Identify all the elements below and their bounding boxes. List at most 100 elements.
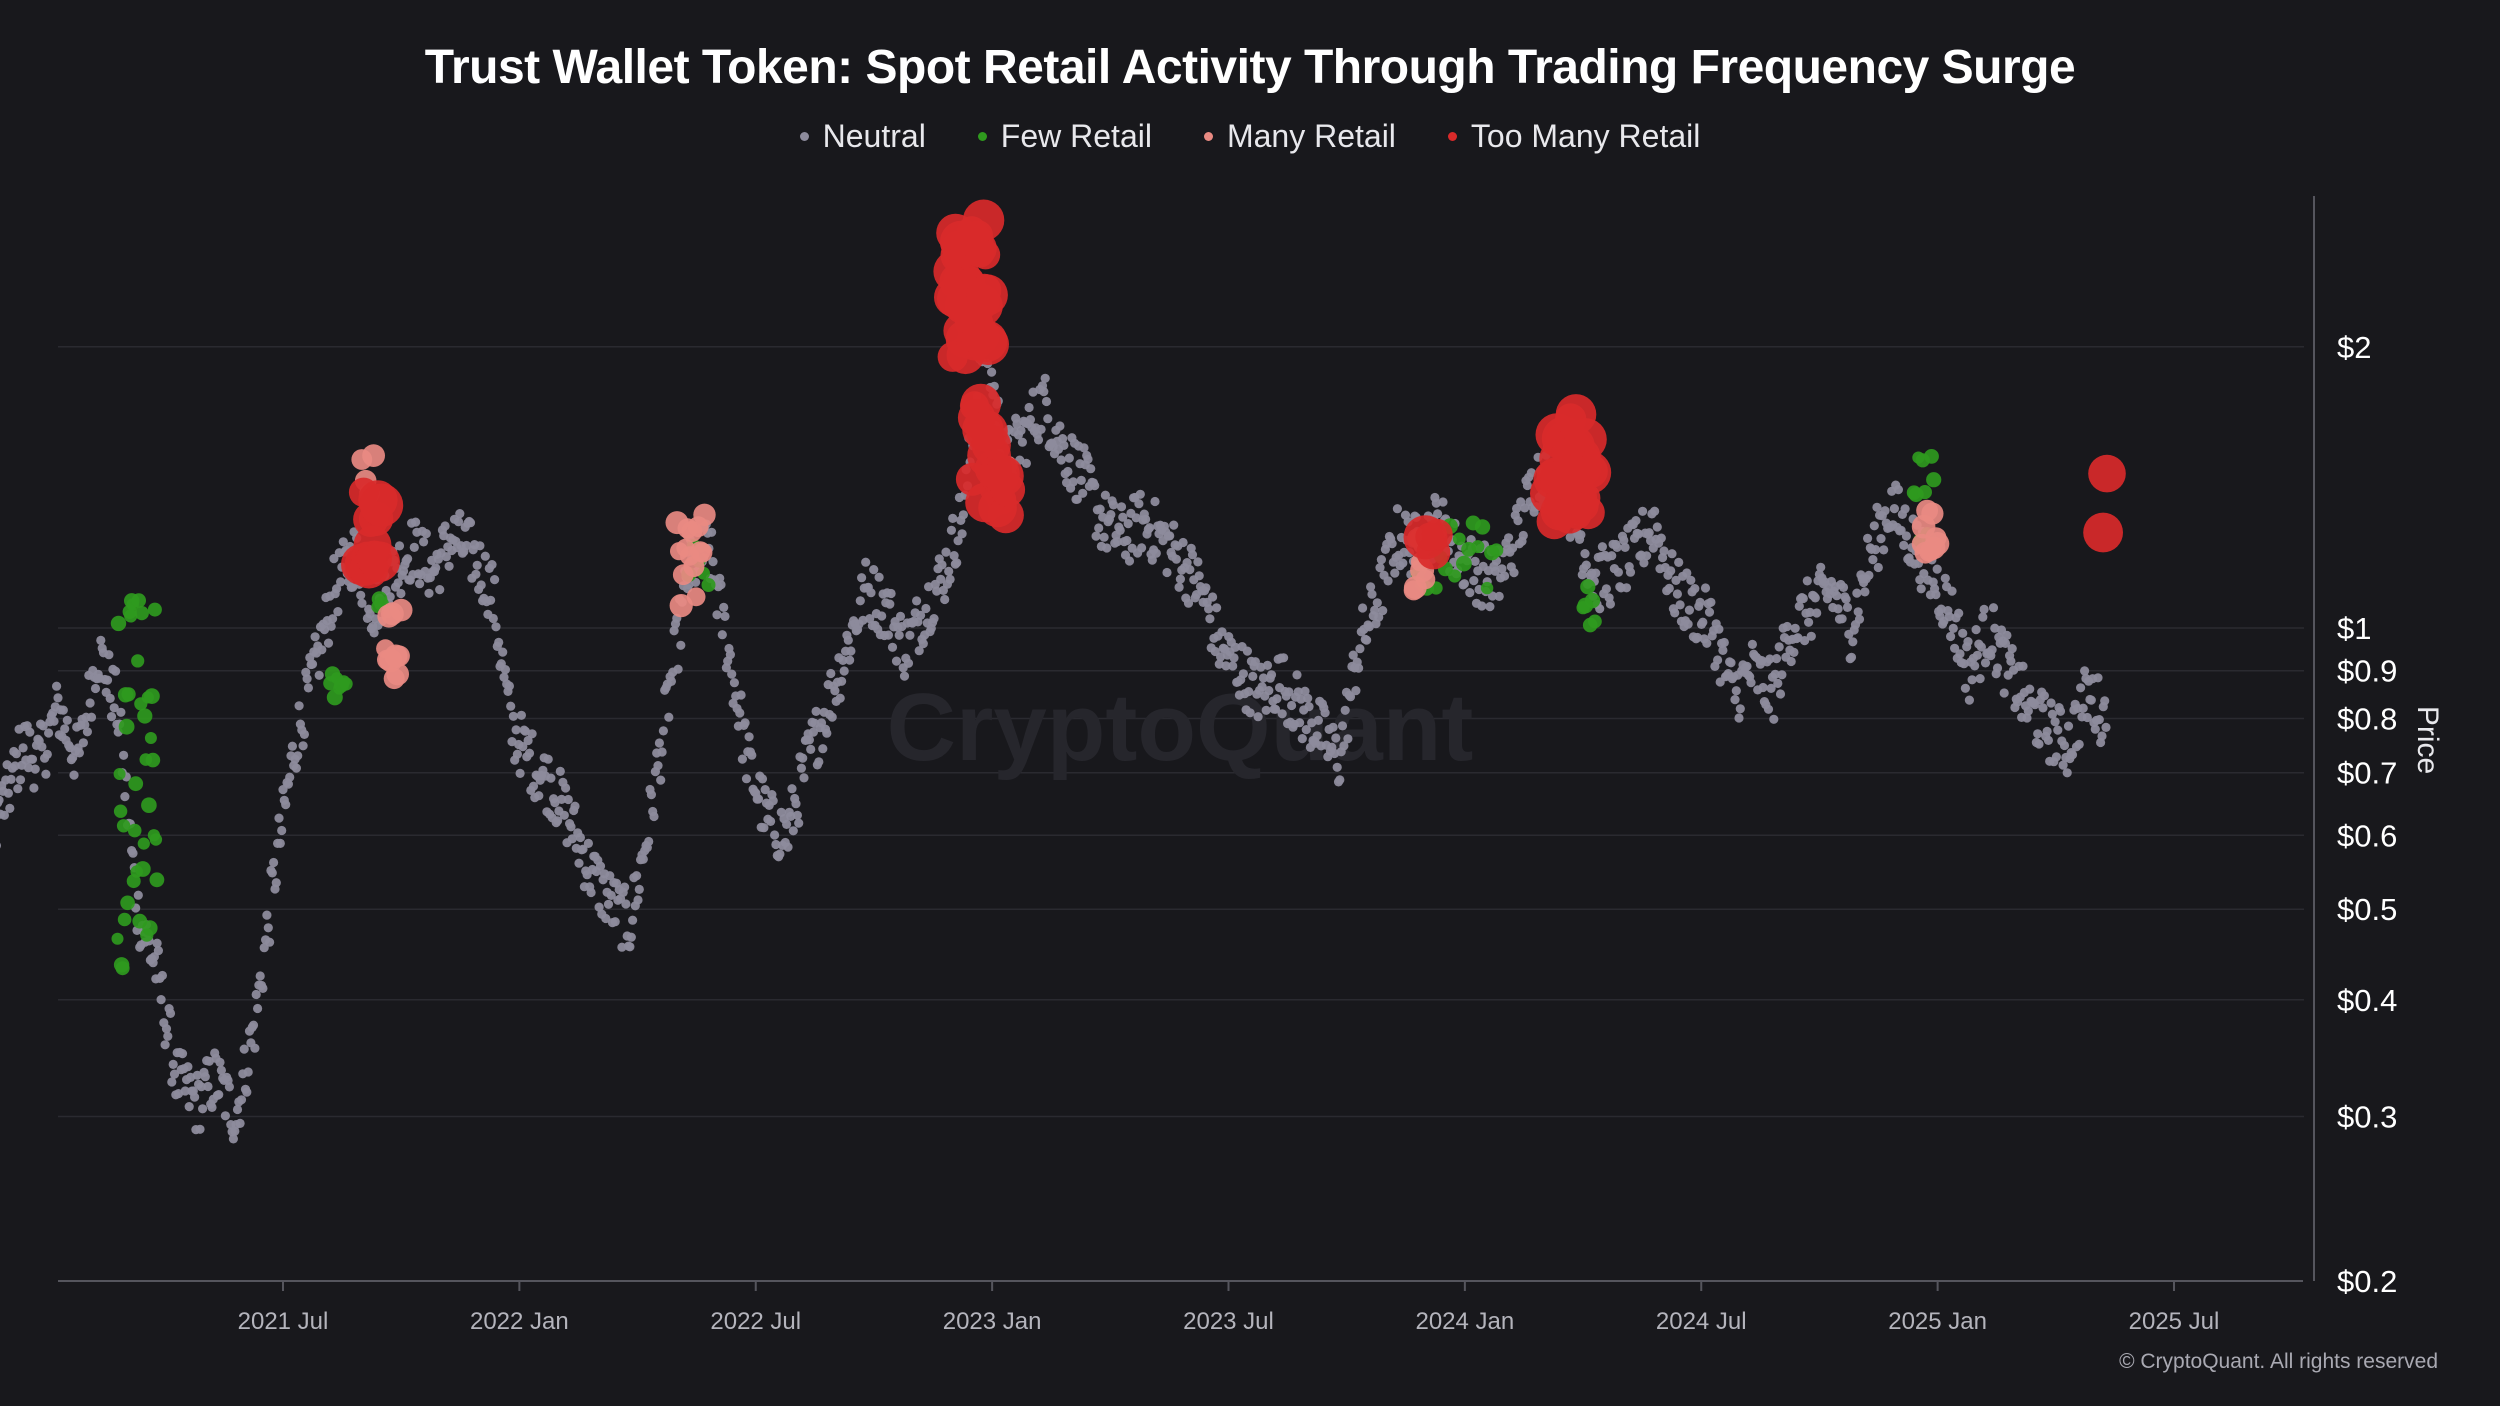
neutral-point [1438, 497, 1448, 507]
neutral-point [1201, 583, 1211, 593]
neutral-point [1331, 733, 1341, 743]
legend-item-many-retail[interactable]: Many Retail [1203, 118, 1396, 155]
neutral-point [782, 819, 792, 830]
neutral-point [523, 735, 533, 746]
neutral-point [903, 658, 914, 668]
too-many-retail-point [987, 496, 1024, 534]
neutral-point [620, 882, 630, 892]
neutral-point [1612, 542, 1622, 553]
neutral-point [940, 594, 950, 605]
neutral-point [1607, 551, 1617, 561]
neutral-point [1230, 642, 1240, 652]
neutral-point [1812, 608, 1822, 618]
neutral-point [196, 1082, 206, 1092]
neutral-point [1095, 504, 1105, 514]
neutral-point [2093, 673, 2103, 683]
neutral-point [515, 768, 525, 779]
x-tick-label: 2025 Jul [2129, 1308, 2220, 1335]
neutral-point [845, 655, 855, 665]
neutral-point [2100, 696, 2110, 706]
neutral-point [385, 592, 395, 602]
neutral-point [1704, 607, 1715, 617]
neutral-point [1876, 534, 1886, 544]
neutral-point [1433, 509, 1443, 519]
legend-item-too-many-retail[interactable]: Too Many Retail [1447, 118, 1701, 155]
too-many-retail-point [359, 483, 404, 527]
neutral-point [2042, 726, 2052, 737]
legend-item-neutral[interactable]: Neutral [799, 118, 926, 155]
neutral-point [104, 650, 114, 660]
neutral-point [1684, 605, 1694, 615]
neutral-point [287, 741, 297, 751]
neutral-point [944, 566, 954, 577]
neutral-point [708, 557, 718, 567]
neutral-point [168, 1059, 178, 1069]
neutral-point [1337, 721, 1348, 731]
neutral-point [0, 810, 9, 820]
neutral-point [838, 655, 848, 666]
neutral-point [328, 614, 338, 624]
few-retail-point [1580, 579, 1596, 595]
neutral-point [190, 1092, 200, 1102]
neutral-point [1631, 516, 1641, 526]
few-retail-point [339, 677, 353, 691]
y-tick-label: $2 [2337, 330, 2371, 365]
neutral-point [583, 838, 594, 849]
too-many-retail-point [1421, 518, 1453, 550]
neutral-point [369, 628, 379, 638]
neutral-point [1954, 608, 1964, 618]
neutral-point [760, 785, 770, 795]
neutral-point [106, 712, 117, 722]
neutral-point [1287, 700, 1297, 711]
neutral-point [475, 541, 485, 551]
neutral-point [1016, 425, 1026, 436]
neutral-point [1863, 533, 1873, 544]
neutral-point [1469, 576, 1479, 586]
neutral-point [737, 754, 748, 764]
legend-label-too-many-retail: Too Many Retail [1470, 118, 1701, 154]
y-tick-label: $0.5 [2337, 892, 2397, 927]
neutral-point [948, 513, 958, 524]
legend-item-few-retail[interactable]: Few Retail [977, 118, 1152, 155]
neutral-point [798, 753, 808, 763]
neutral-point [338, 537, 348, 547]
neutral-point [302, 674, 312, 684]
neutral-point [1064, 453, 1074, 463]
few-retail-point [131, 593, 146, 608]
neutral-point [621, 899, 631, 909]
many-retail-point [669, 594, 693, 618]
neutral-point [574, 858, 584, 868]
neutral-point [169, 1069, 180, 1079]
neutral-point [307, 659, 318, 669]
neutral-point [1141, 514, 1151, 524]
axes [58, 196, 2315, 1282]
neutral-point [1040, 373, 1050, 383]
few-retail-point [147, 602, 162, 617]
neutral-point [1485, 602, 1495, 612]
neutral-point [1193, 557, 1203, 567]
neutral-point [1742, 661, 1752, 671]
neutral-point [2067, 750, 2078, 760]
few-retail-point [127, 823, 142, 838]
neutral-point [1068, 477, 1078, 487]
neutral-point [1392, 504, 1402, 514]
neutral-point [52, 681, 62, 691]
neutral-point [770, 830, 780, 840]
neutral-point [811, 706, 821, 717]
neutral-point [1667, 549, 1677, 559]
neutral-point [200, 1072, 210, 1082]
neutral-point [491, 622, 501, 632]
neutral-point [1372, 598, 1382, 608]
neutral-point [921, 603, 931, 614]
neutral-point [887, 642, 898, 652]
neutral-point [1734, 713, 1744, 723]
chart-title: Trust Wallet Token: Spot Retail Activity… [424, 41, 2076, 94]
neutral-point [527, 729, 537, 739]
neutral-point [396, 588, 406, 599]
neutral-point [30, 764, 40, 774]
neutral-point [563, 794, 573, 805]
neutral-point [243, 1067, 253, 1077]
neutral-point [1301, 725, 1311, 735]
neutral-point [937, 560, 947, 570]
neutral-point [1747, 639, 1757, 650]
